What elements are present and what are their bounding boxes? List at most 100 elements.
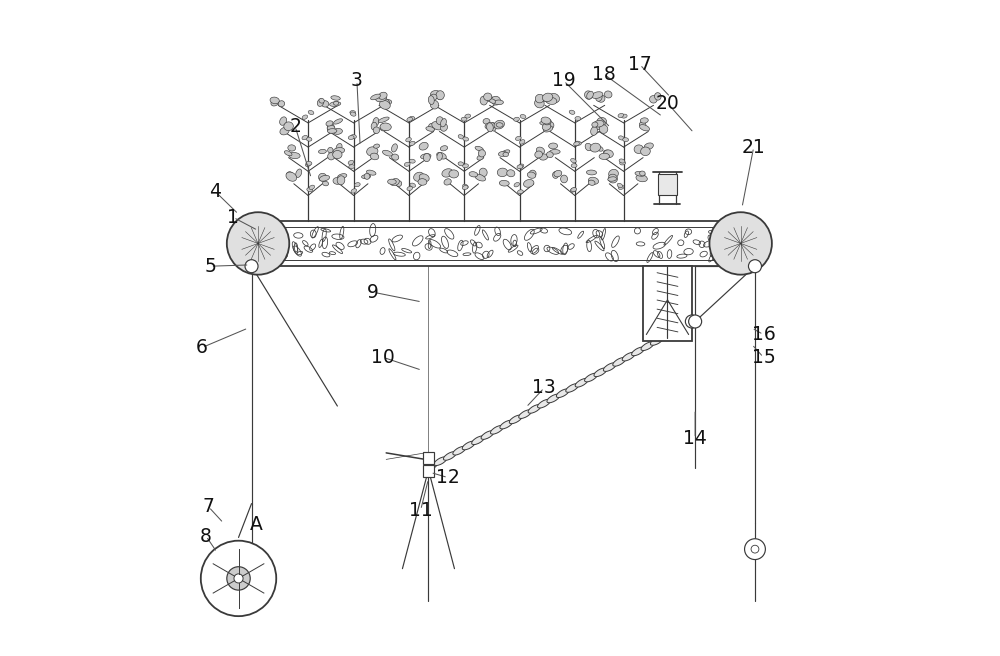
Ellipse shape bbox=[491, 96, 501, 105]
Ellipse shape bbox=[595, 146, 603, 151]
Ellipse shape bbox=[539, 154, 548, 160]
Ellipse shape bbox=[520, 115, 526, 119]
Ellipse shape bbox=[326, 121, 333, 126]
Ellipse shape bbox=[449, 170, 459, 178]
Ellipse shape bbox=[588, 180, 595, 186]
Ellipse shape bbox=[425, 462, 437, 471]
Ellipse shape bbox=[571, 163, 577, 167]
Ellipse shape bbox=[617, 183, 623, 188]
Ellipse shape bbox=[463, 184, 468, 188]
Ellipse shape bbox=[498, 152, 507, 156]
Ellipse shape bbox=[436, 91, 444, 100]
Ellipse shape bbox=[444, 178, 451, 185]
Ellipse shape bbox=[458, 134, 464, 139]
Ellipse shape bbox=[307, 188, 313, 192]
Ellipse shape bbox=[660, 331, 673, 340]
Ellipse shape bbox=[437, 152, 442, 161]
Ellipse shape bbox=[509, 415, 522, 424]
Ellipse shape bbox=[514, 182, 520, 187]
Circle shape bbox=[234, 574, 243, 583]
Ellipse shape bbox=[350, 111, 356, 115]
Ellipse shape bbox=[550, 150, 560, 154]
Ellipse shape bbox=[430, 100, 439, 109]
Ellipse shape bbox=[286, 172, 297, 181]
Ellipse shape bbox=[414, 172, 424, 181]
Text: 10: 10 bbox=[371, 348, 395, 367]
Ellipse shape bbox=[333, 148, 345, 154]
Ellipse shape bbox=[515, 136, 521, 140]
Ellipse shape bbox=[618, 185, 624, 190]
Ellipse shape bbox=[494, 100, 503, 105]
Ellipse shape bbox=[419, 174, 429, 182]
Ellipse shape bbox=[585, 143, 592, 151]
Ellipse shape bbox=[608, 174, 617, 183]
Ellipse shape bbox=[618, 113, 624, 117]
Ellipse shape bbox=[409, 116, 415, 120]
Ellipse shape bbox=[538, 400, 550, 408]
Ellipse shape bbox=[599, 154, 610, 159]
Ellipse shape bbox=[306, 161, 312, 165]
Ellipse shape bbox=[409, 159, 415, 163]
Ellipse shape bbox=[640, 171, 645, 176]
Ellipse shape bbox=[590, 143, 601, 152]
Ellipse shape bbox=[465, 114, 471, 118]
Ellipse shape bbox=[570, 188, 576, 192]
Ellipse shape bbox=[518, 190, 523, 194]
Ellipse shape bbox=[373, 127, 380, 134]
Ellipse shape bbox=[650, 337, 663, 345]
Ellipse shape bbox=[585, 373, 597, 382]
Ellipse shape bbox=[503, 152, 509, 157]
Text: 13: 13 bbox=[532, 379, 556, 398]
Ellipse shape bbox=[351, 134, 356, 138]
Ellipse shape bbox=[407, 117, 413, 121]
Ellipse shape bbox=[362, 174, 371, 178]
Ellipse shape bbox=[379, 92, 387, 99]
Ellipse shape bbox=[392, 144, 397, 152]
Ellipse shape bbox=[289, 152, 300, 159]
Ellipse shape bbox=[371, 94, 381, 100]
Ellipse shape bbox=[318, 150, 326, 154]
Ellipse shape bbox=[319, 173, 327, 181]
Ellipse shape bbox=[374, 144, 380, 148]
Ellipse shape bbox=[597, 117, 607, 126]
Ellipse shape bbox=[609, 169, 618, 178]
Ellipse shape bbox=[543, 97, 552, 102]
Ellipse shape bbox=[442, 169, 453, 177]
Ellipse shape bbox=[585, 91, 592, 99]
Ellipse shape bbox=[640, 118, 648, 123]
Ellipse shape bbox=[480, 96, 487, 105]
Ellipse shape bbox=[623, 138, 629, 142]
Ellipse shape bbox=[569, 110, 575, 114]
Ellipse shape bbox=[430, 94, 437, 100]
Circle shape bbox=[227, 213, 289, 275]
Ellipse shape bbox=[462, 186, 468, 190]
Ellipse shape bbox=[270, 97, 279, 104]
Ellipse shape bbox=[409, 141, 415, 146]
Ellipse shape bbox=[549, 93, 559, 103]
Ellipse shape bbox=[382, 150, 393, 156]
Ellipse shape bbox=[434, 457, 447, 466]
Ellipse shape bbox=[496, 123, 503, 127]
Ellipse shape bbox=[371, 122, 377, 130]
Ellipse shape bbox=[519, 140, 525, 144]
Ellipse shape bbox=[436, 92, 443, 100]
Ellipse shape bbox=[547, 394, 560, 403]
Ellipse shape bbox=[380, 123, 391, 131]
Ellipse shape bbox=[351, 189, 357, 193]
Ellipse shape bbox=[319, 175, 330, 181]
Ellipse shape bbox=[599, 125, 608, 133]
Text: 14: 14 bbox=[683, 429, 707, 448]
Ellipse shape bbox=[586, 170, 597, 175]
Ellipse shape bbox=[544, 121, 554, 129]
Ellipse shape bbox=[421, 154, 431, 159]
Ellipse shape bbox=[348, 136, 354, 140]
Ellipse shape bbox=[622, 352, 635, 361]
Ellipse shape bbox=[594, 368, 607, 377]
Ellipse shape bbox=[327, 123, 334, 132]
Ellipse shape bbox=[655, 92, 661, 100]
Text: 6: 6 bbox=[196, 338, 208, 357]
Ellipse shape bbox=[536, 147, 545, 154]
Ellipse shape bbox=[380, 123, 389, 131]
Circle shape bbox=[745, 539, 765, 560]
Ellipse shape bbox=[541, 117, 551, 124]
